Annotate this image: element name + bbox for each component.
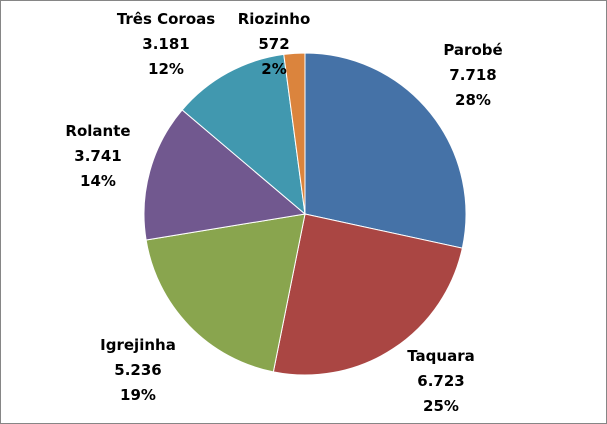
- slice-value-label: 3.181: [142, 35, 189, 53]
- slice-percent-label: 28%: [455, 91, 491, 109]
- pie-slice-tr-s-coroas: [181, 53, 306, 216]
- slice-value-label: 572: [258, 35, 289, 53]
- slice-percent-label: 19%: [120, 386, 156, 404]
- pie-slice-riozinho: [283, 52, 306, 215]
- slice-percent-label: 14%: [80, 172, 116, 190]
- slice-value-label: 3.741: [74, 147, 121, 165]
- slice-value-label: 5.236: [114, 361, 161, 379]
- slice-label: Riozinho: [238, 10, 311, 28]
- pie-slice-igrejinha: [145, 213, 306, 373]
- slice-value-label: 6.723: [417, 372, 464, 390]
- slice-value-label: 7.718: [449, 66, 496, 84]
- pie-slice-taquara: [272, 213, 463, 376]
- slice-label: Três Coroas: [117, 10, 215, 28]
- slice-label: Rolante: [65, 122, 130, 140]
- slice-label: Parobé: [443, 41, 502, 59]
- slice-label: Igrejinha: [100, 336, 176, 354]
- pie-slice-rolante: [143, 109, 307, 241]
- slice-percent-label: 2%: [261, 60, 286, 78]
- slice-percent-label: 25%: [423, 397, 459, 415]
- slice-label: Taquara: [407, 347, 474, 365]
- slice-percent-label: 12%: [148, 60, 184, 78]
- pie-slice-parob-: [304, 52, 467, 249]
